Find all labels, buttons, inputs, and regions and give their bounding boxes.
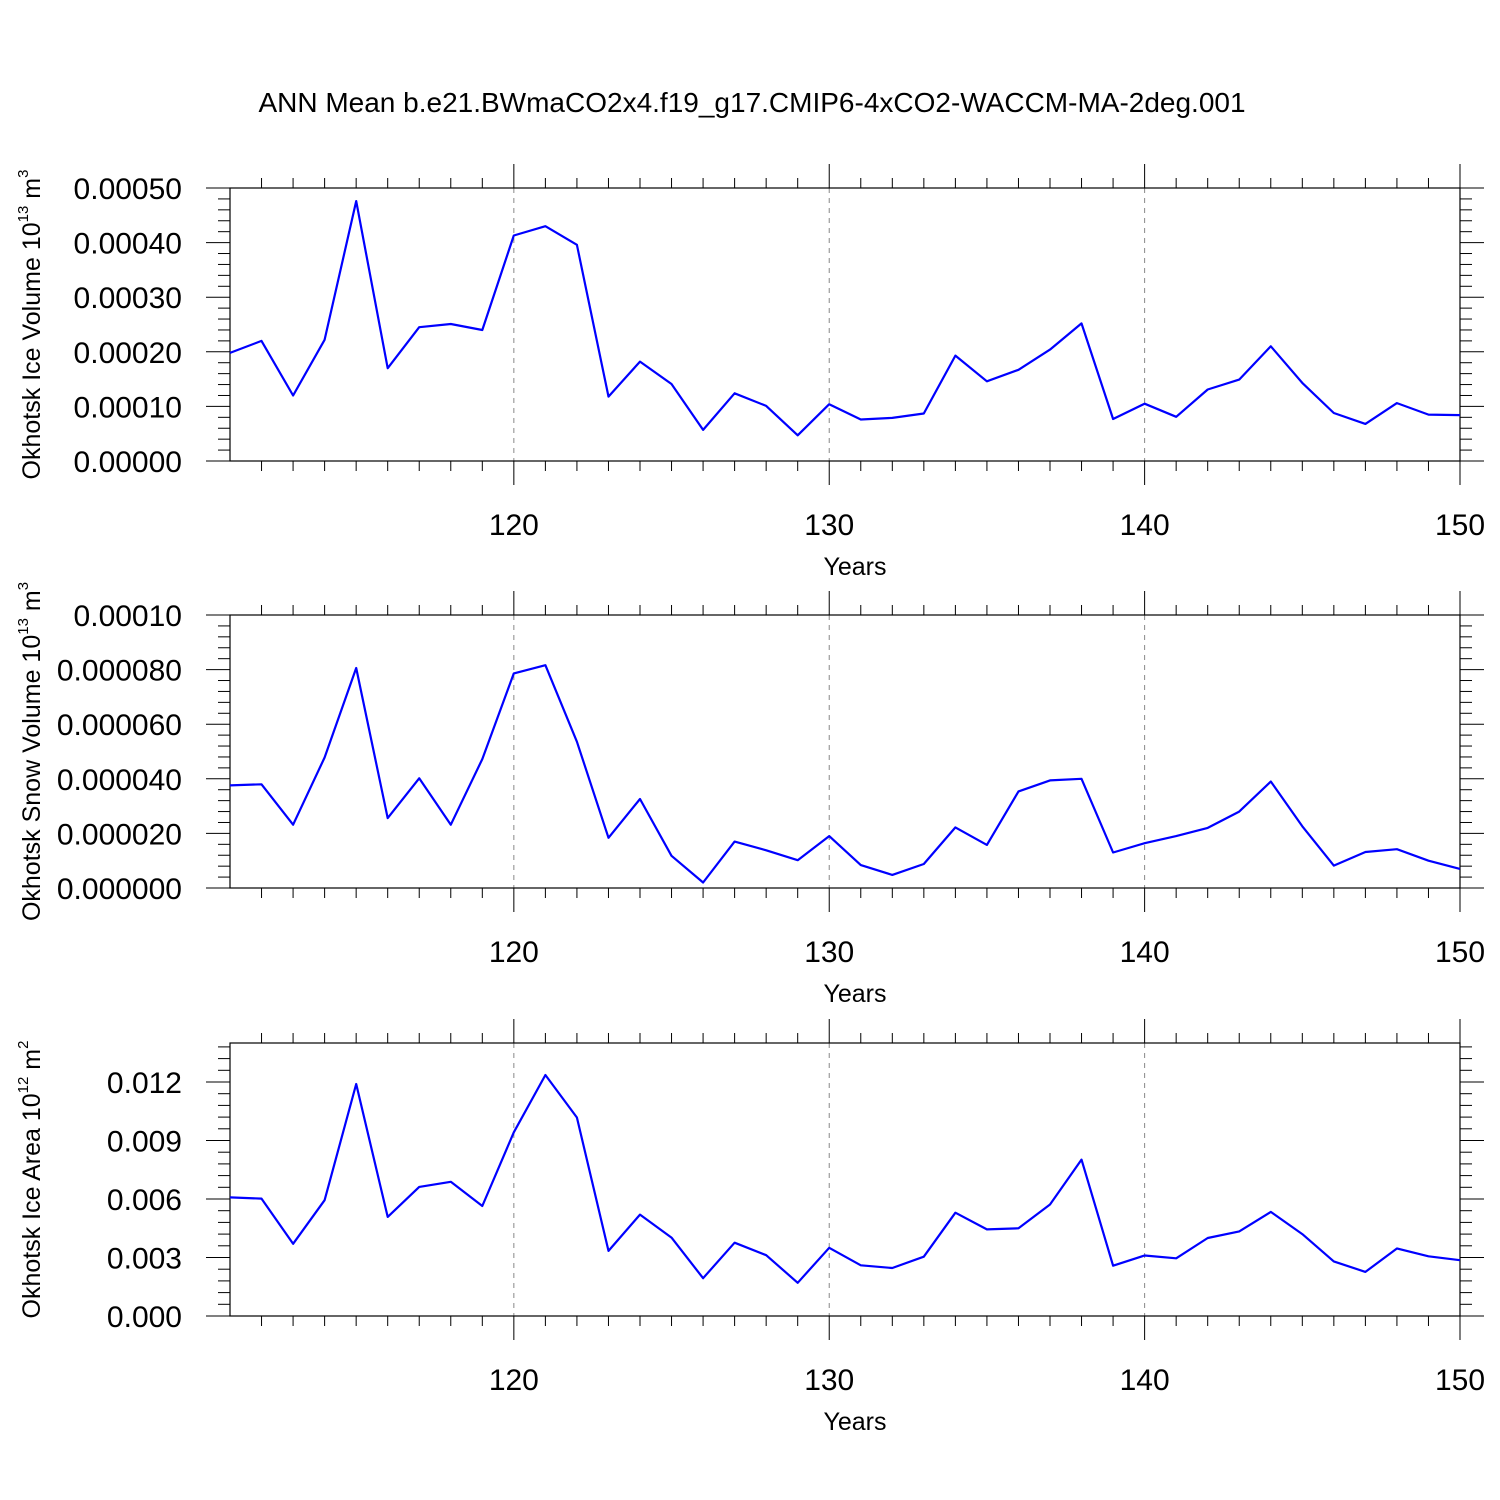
y-tick-label: 0.003 [107,1243,182,1276]
data-series-line [229,200,1461,437]
y-axis-title-unit: m [18,590,46,618]
x-tick-label: 120 [489,936,539,969]
y-axis-title-exp: 13 [15,206,32,223]
y-axis-title-main: Okhotsk Ice Area 10 [18,1093,46,1318]
x-axis-title: Years [823,553,886,581]
y-tick-label: 0.012 [107,1067,182,1100]
y-axis-title-exp: 13 [15,618,32,635]
y-axis-title-exp: 12 [15,1077,32,1094]
x-tick-label: 120 [489,509,539,542]
y-axis-title-main: Okhotsk Snow Volume 10 [18,635,46,921]
panel-3: 0.000 0.003 0.006 0.009 0.012 120 130 140 150 Yea… [15,1019,1485,1436]
y-axis-title-unit: m [18,178,46,206]
x-tick-label: 150 [1435,936,1485,969]
y-tick-label: 0.00010 [74,600,182,633]
y-tick-label: 0.000 [107,1301,182,1334]
y-axis-title: Okhotsk Ice Volume 1013 m3 [15,170,46,480]
plot-frame [229,1042,1461,1317]
y-tick-label: 0.009 [107,1126,182,1159]
y-tick-label: 0.00050 [74,173,182,206]
y-tick-label: 0.000080 [57,655,182,688]
y-axis-title-unit-exp: 2 [15,1041,32,1049]
y-tick-label: 0.00030 [74,282,182,315]
plot-frame [229,187,1461,462]
y-axis-title-main: Okhotsk Ice Volume 10 [18,222,46,479]
y-axis-title-unit-exp: 3 [15,170,32,178]
x-tick-label: 120 [489,1364,539,1397]
x-tick-label: 140 [1120,936,1170,969]
x-tick-label: 130 [804,509,854,542]
x-tick-label: 150 [1435,509,1485,542]
y-tick-label: 0.00010 [74,391,182,424]
y-axis-title: Okhotsk Ice Area 1012 m2 [15,1041,46,1319]
plot-frame [229,614,1461,889]
y-tick-label: 0.000040 [57,764,182,797]
x-tick-label: 140 [1120,509,1170,542]
y-tick-label: 0.00020 [74,337,182,370]
y-tick-label: 0.00000 [74,446,182,479]
chart-panels: 0.00000 0.00010 0.00020 0.00030 0.00040 0.000… [15,164,1485,1436]
x-tick-label: 140 [1120,1364,1170,1397]
y-tick-label: 0.00040 [74,228,182,261]
x-tick-label: 150 [1435,1364,1485,1397]
figure-title: ANN Mean b.e21.BWmaCO2x4.f19_g17.CMIP6-4… [258,87,1245,118]
panel-1: 0.00000 0.00010 0.00020 0.00030 0.00040 0.000… [15,164,1485,581]
x-tick-label: 130 [804,936,854,969]
data-series-line [229,1073,1461,1284]
y-axis-title-unit-exp: 3 [15,582,32,590]
x-axis-title: Years [823,980,886,1008]
y-axis-title: Okhotsk Snow Volume 1013 m3 [15,582,46,921]
y-tick-label: 0.006 [107,1184,182,1217]
panel-2: 0.000000 0.000020 0.000040 0.000060 0.000080… [15,582,1485,1008]
y-tick-label: 0.000060 [57,709,182,742]
x-axis-title: Years [823,1408,886,1436]
x-tick-label: 130 [804,1364,854,1397]
y-tick-label: 0.000000 [57,873,182,906]
y-axis-title-unit: m [18,1049,46,1077]
y-tick-label: 0.000020 [57,818,182,851]
data-series-line [229,664,1461,884]
